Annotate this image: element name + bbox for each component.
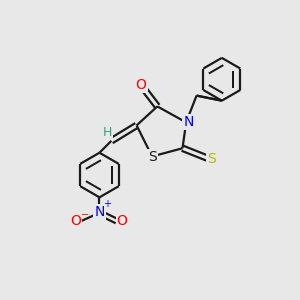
Text: N: N — [183, 116, 194, 129]
Text: O: O — [70, 214, 81, 228]
Text: O: O — [136, 78, 146, 92]
Text: H: H — [103, 126, 112, 139]
Text: O: O — [117, 214, 128, 228]
Text: +: + — [103, 199, 111, 209]
Text: −: − — [80, 210, 89, 220]
Text: S: S — [207, 152, 215, 166]
Text: N: N — [94, 205, 105, 219]
Text: S: S — [148, 150, 157, 164]
